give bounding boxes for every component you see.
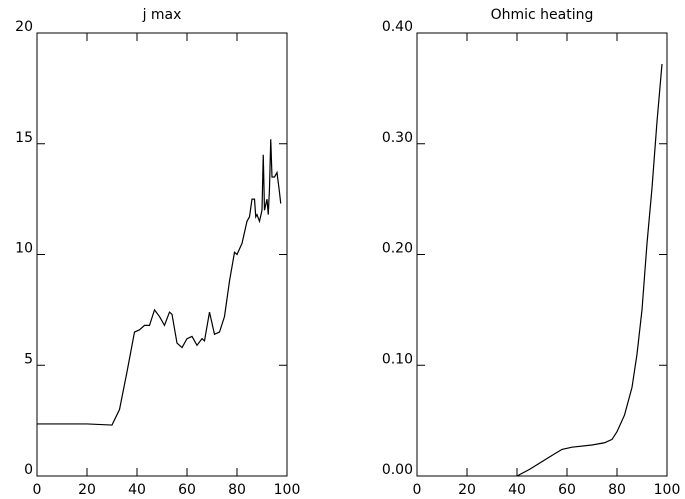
chart-title: j max [142, 7, 182, 23]
x-tick-label: 60 [178, 482, 196, 498]
x-tick-label: 40 [128, 482, 146, 498]
x-tick-label: 80 [228, 482, 246, 498]
y-tick-label: 0.00 [382, 462, 413, 478]
plot-frame [36, 32, 288, 477]
y-tick-label: 0.20 [382, 241, 413, 257]
x-tick-label: 100 [274, 482, 301, 498]
y-tick-label: 20 [15, 19, 33, 35]
y-tick-label: 15 [15, 130, 33, 146]
x-tick-label: 60 [558, 482, 576, 498]
x-tick-label: 20 [458, 482, 476, 498]
y-tick-label: 5 [24, 351, 33, 367]
y-tick-label: 0.10 [382, 351, 413, 367]
chart-title: Ohmic heating [491, 7, 594, 23]
y-tick-label: 10 [15, 241, 33, 257]
y-tick-label: 0.30 [382, 130, 413, 146]
x-tick-label: 0 [413, 482, 422, 498]
x-tick-label: 40 [508, 482, 526, 498]
plot-frame [416, 32, 668, 477]
x-tick-label: 20 [78, 482, 96, 498]
data-line [37, 139, 282, 426]
data-line [516, 63, 663, 477]
y-tick-label: 0.40 [382, 19, 413, 35]
x-tick-label: 100 [654, 482, 681, 498]
y-tick-label: 0 [24, 462, 33, 478]
x-tick-label: 80 [608, 482, 626, 498]
x-tick-label: 0 [33, 482, 42, 498]
